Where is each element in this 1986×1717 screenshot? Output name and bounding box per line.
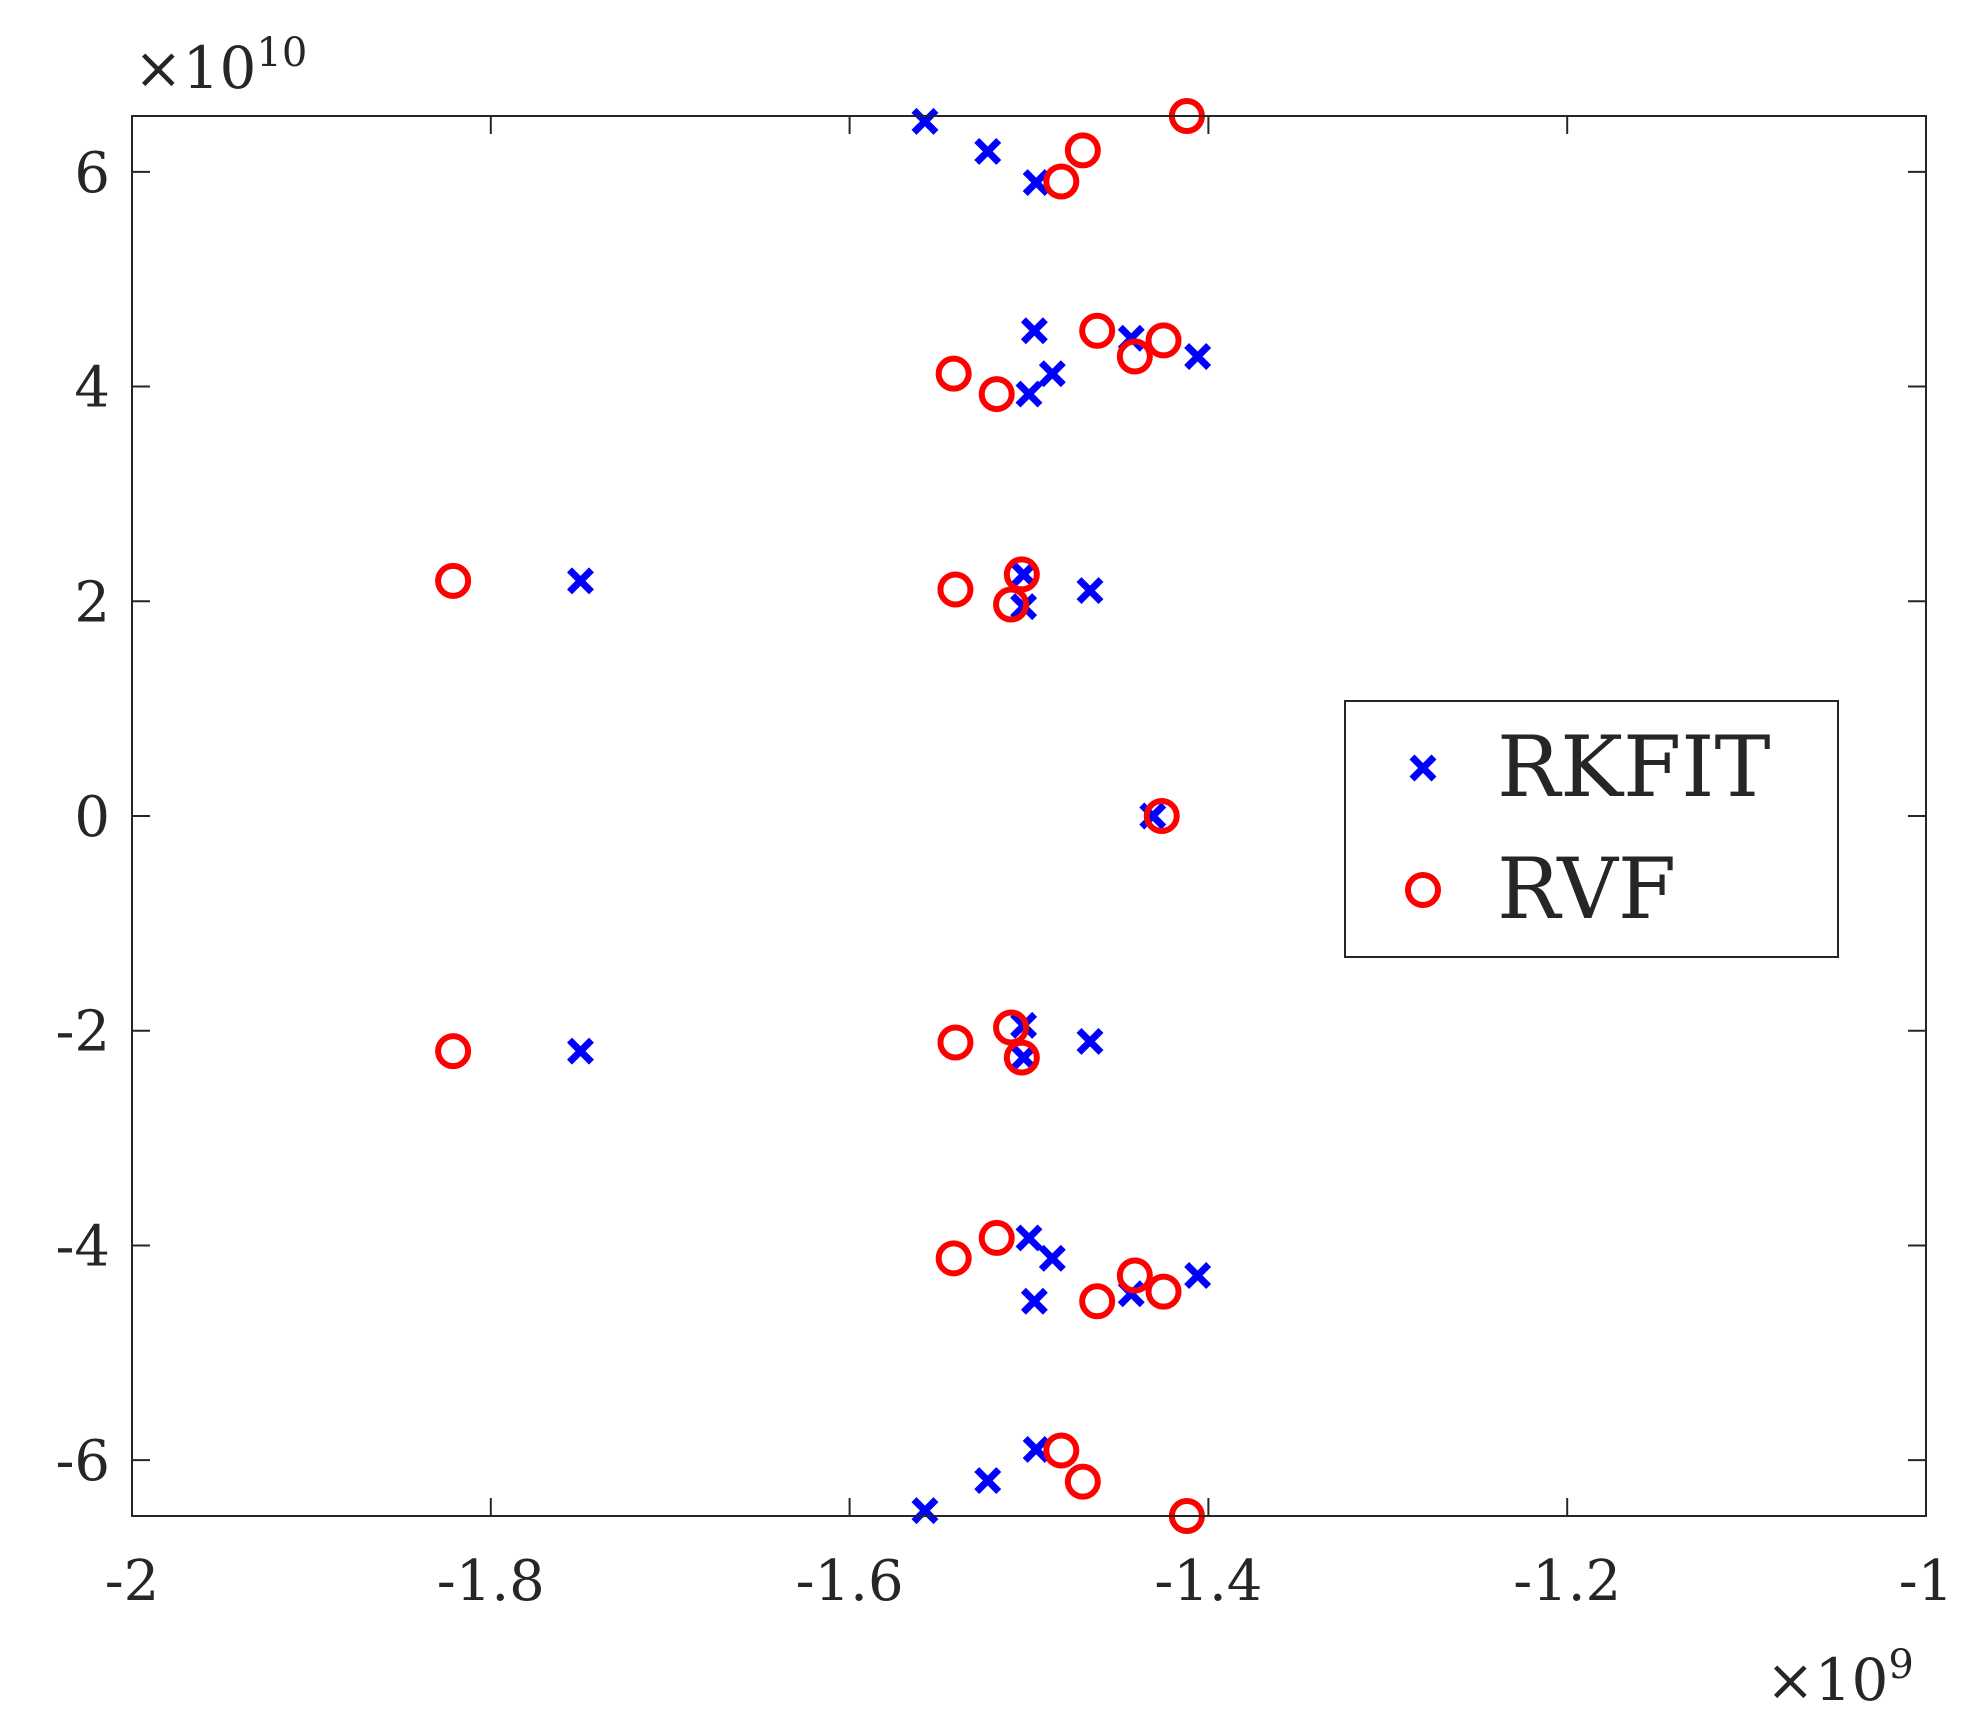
rkfit-point xyxy=(1010,560,1038,588)
rkfit-point xyxy=(1038,360,1066,388)
rvf-point xyxy=(1143,798,1180,834)
y-tick-label: -6 xyxy=(55,1429,110,1494)
rvf-point xyxy=(1003,1039,1040,1076)
y-tick-label: 0 xyxy=(74,785,110,850)
rvf-point xyxy=(993,586,1030,623)
rvf-point xyxy=(937,571,974,608)
rvf-point xyxy=(1145,1273,1182,1310)
rkfit-point xyxy=(1020,1287,1048,1315)
x-tick-labels: -2 -1.8 -1.6 -1.4 -1.2 -1 xyxy=(105,1549,1954,1614)
x-stroke xyxy=(911,107,939,135)
legend-marker-rkfit xyxy=(1409,754,1437,782)
x-tick-label: -2 xyxy=(105,1549,160,1614)
rkfit-point xyxy=(911,1497,939,1525)
x-stroke xyxy=(1010,1044,1038,1072)
rkfit-point xyxy=(974,137,1002,165)
x-tick-label: -1.8 xyxy=(437,1549,545,1614)
x-stroke xyxy=(1022,169,1050,197)
rvf-point xyxy=(978,376,1015,413)
rvf-point xyxy=(435,1033,472,1070)
rvf-point xyxy=(1064,132,1101,169)
x-stroke xyxy=(1015,1224,1043,1252)
rkfit-point xyxy=(1038,1244,1066,1272)
y-tick-label: 6 xyxy=(74,141,110,206)
x-stroke xyxy=(1022,1435,1050,1463)
rvf-point xyxy=(937,1024,974,1061)
x-stroke xyxy=(1015,380,1043,408)
x-tick-label: -1 xyxy=(1899,1549,1954,1614)
x-stroke xyxy=(1038,360,1066,388)
rkfit-point xyxy=(1184,343,1212,370)
legend-label-rvf: RVF xyxy=(1497,840,1676,938)
x-stroke xyxy=(1076,577,1104,605)
x-tick-label: -1.6 xyxy=(796,1549,904,1614)
rkfit-point xyxy=(974,1467,1002,1495)
x-stroke xyxy=(567,567,594,595)
series-rvf xyxy=(435,98,1205,1534)
rkfit-point xyxy=(1010,1044,1038,1072)
y-tick-label: -2 xyxy=(55,1000,110,1065)
x-stroke xyxy=(911,1497,939,1525)
rkfit-point xyxy=(1022,169,1050,197)
rkfit-point xyxy=(1020,317,1048,345)
x-stroke xyxy=(1184,1262,1212,1289)
rkfit-point xyxy=(567,1037,594,1065)
x-stroke xyxy=(1076,1027,1104,1055)
rvf-point xyxy=(1116,338,1153,375)
rvf-point xyxy=(1043,1432,1080,1469)
rvf-point xyxy=(935,1240,972,1277)
rkfit-point xyxy=(1076,577,1104,605)
rkfit-point xyxy=(1015,380,1043,408)
rvf-point xyxy=(435,562,472,599)
rvf-point xyxy=(1064,1463,1101,1500)
x-stroke xyxy=(1010,560,1038,588)
x-stroke xyxy=(567,1037,594,1065)
x-stroke xyxy=(1020,317,1048,345)
rkfit-point xyxy=(1015,1224,1043,1252)
x-stroke xyxy=(1020,1287,1048,1315)
x-stroke xyxy=(1409,754,1437,782)
legend-label-rkfit: RKFIT xyxy=(1497,718,1771,816)
rkfit-point xyxy=(1184,1262,1212,1289)
x-stroke xyxy=(974,137,1002,165)
rkfit-point xyxy=(1076,1027,1104,1055)
rvf-point xyxy=(1003,556,1040,593)
legend-marker-rvf xyxy=(1405,872,1441,908)
x-stroke xyxy=(1184,343,1212,370)
rvf-point xyxy=(993,1009,1030,1046)
data-points xyxy=(435,98,1212,1534)
x-stroke xyxy=(1117,1280,1145,1308)
rkfit-point xyxy=(911,107,939,135)
legend-box xyxy=(1344,700,1839,958)
rvf-point xyxy=(935,355,972,392)
rkfit-point xyxy=(567,567,594,595)
y-tick-labels: -6 -4 -2 0 2 4 6 xyxy=(55,141,110,1494)
y-exponent-label: ×1010 xyxy=(134,30,307,102)
x-tick-label: -1.2 xyxy=(1513,1549,1621,1614)
x-tick-label: -1.4 xyxy=(1154,1549,1262,1614)
rvf-point xyxy=(978,1219,1015,1256)
x-exponent-label: ×109 xyxy=(1766,1642,1914,1714)
rvf-point xyxy=(1079,1283,1116,1320)
rkfit-point xyxy=(1022,1435,1050,1463)
x-stroke xyxy=(974,1467,1002,1495)
series-rkfit xyxy=(567,107,1212,1525)
y-tick-label: -4 xyxy=(55,1214,110,1279)
y-tick-label: 2 xyxy=(74,570,110,635)
rvf-point xyxy=(1043,163,1080,200)
rvf-point xyxy=(1079,312,1116,349)
x-stroke xyxy=(1038,1244,1066,1272)
axes-box xyxy=(131,115,1927,1517)
rvf-point xyxy=(1116,1257,1153,1294)
legend: RKFIT RVF xyxy=(1344,700,1839,958)
y-tick-label: 4 xyxy=(74,356,110,421)
rvf-point xyxy=(1145,322,1182,359)
